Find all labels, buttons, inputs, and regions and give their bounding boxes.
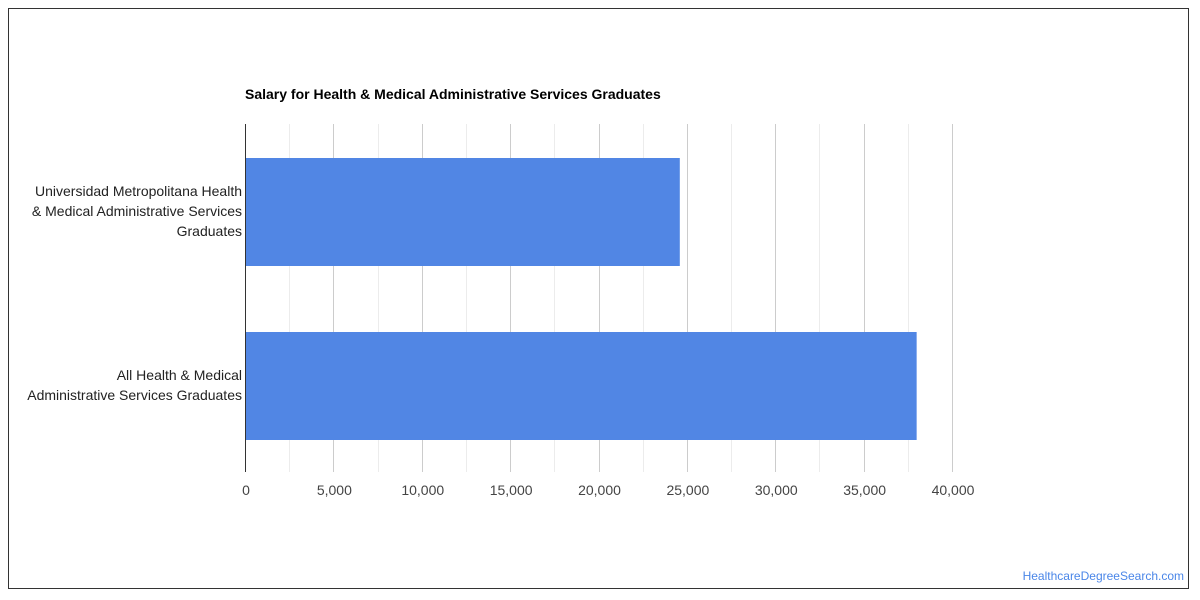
source-watermark: HealthcareDegreeSearch.com xyxy=(1022,569,1184,583)
bar-1 xyxy=(245,332,917,440)
chart-frame xyxy=(8,8,1189,589)
x-tick-label: 0 xyxy=(242,482,250,498)
x-tick-label: 15,000 xyxy=(490,482,533,498)
x-tick-label: 25,000 xyxy=(666,482,709,498)
bar-0 xyxy=(245,158,680,266)
y-axis-labels: Universidad Metropolitana Health & Medica… xyxy=(27,183,242,403)
x-tick-label: 30,000 xyxy=(755,482,798,498)
x-tick-label: 5,000 xyxy=(317,482,352,498)
category-label-1: All Health & Medical Administrative Servi… xyxy=(27,367,242,403)
bars xyxy=(245,158,917,440)
chart-title: Salary for Health & Medical Administrati… xyxy=(245,86,661,102)
x-tick-label: 20,000 xyxy=(578,482,621,498)
category-label-0: Universidad Metropolitana Health & Medica… xyxy=(32,183,242,239)
x-tick-label: 35,000 xyxy=(843,482,886,498)
x-axis-ticks: 0 5,000 10,000 15,000 20,000 25,000 30,000 35,0… xyxy=(242,482,975,498)
x-tick-label: 40,000 xyxy=(932,482,975,498)
x-tick-label: 10,000 xyxy=(401,482,444,498)
